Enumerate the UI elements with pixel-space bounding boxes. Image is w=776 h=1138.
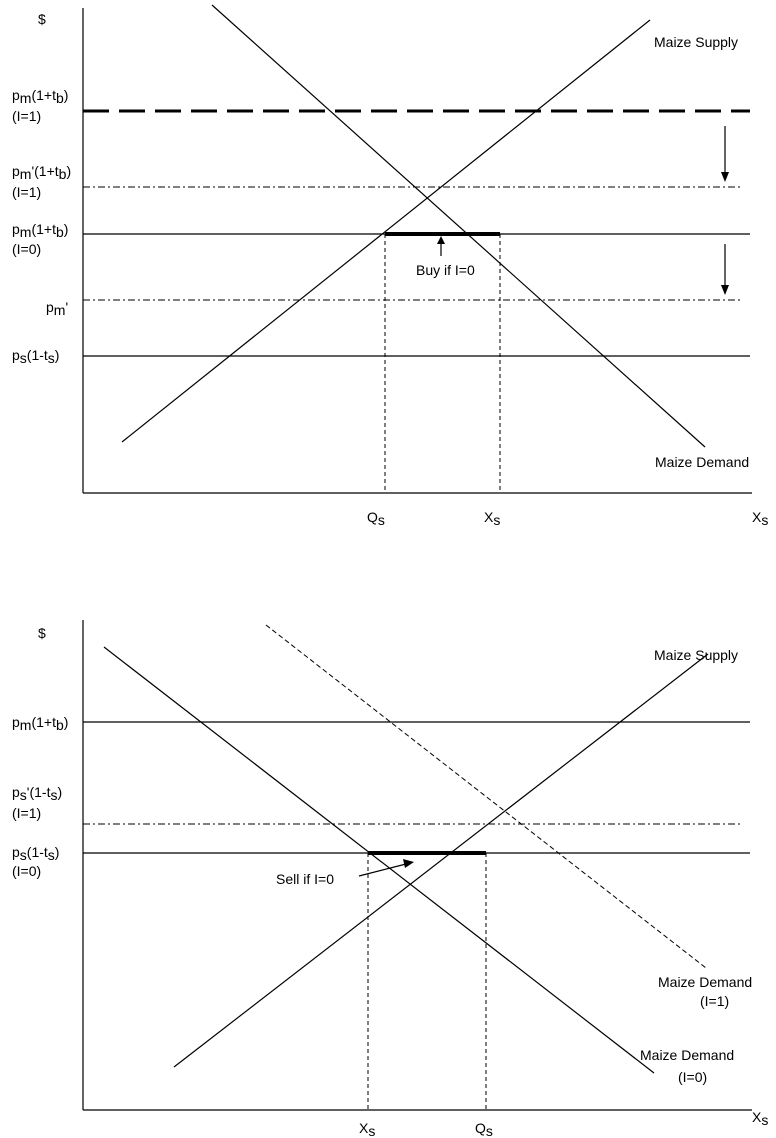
top-x-axis-label: Xs <box>752 509 768 528</box>
top-label-pm-tb-I1: pm(1+tb) <box>12 87 68 106</box>
bottom-label-psprime-ts-I1-state: (I=1) <box>12 805 41 821</box>
top-label-pm-tb-I0: pm(1+tb) <box>12 221 68 240</box>
bottom-label-pm-tb: pm(1+tb) <box>12 714 68 733</box>
bottom-y-axis-label: $ <box>38 625 46 641</box>
bottom-demand-I1-state: (I=1) <box>700 993 729 1009</box>
top-tick-xs: Xs <box>484 509 500 528</box>
top-supply-label: Maize Supply <box>654 34 738 50</box>
top-tick-qs: Qs <box>367 509 385 528</box>
bottom-demand-I1-label: Maize Demand <box>658 974 752 990</box>
bottom-label-ps-ts-I0-state: (I=0) <box>12 863 41 879</box>
top-buy-annotation-arrow <box>437 236 445 256</box>
bottom-label-psprime-ts-I1: ps'(1-ts) <box>12 784 62 803</box>
bottom-demand-curve-I1 <box>265 624 707 969</box>
bottom-label-ps-ts-I0: ps(1-ts) <box>12 844 59 863</box>
bottom-supply-curve <box>173 653 709 1068</box>
bottom-demand-curve-I0 <box>103 646 655 1074</box>
top-shift-arrow-upper <box>721 126 729 182</box>
bottom-sell-annotation: Sell if I=0 <box>276 871 334 887</box>
top-buy-annotation: Buy if I=0 <box>416 262 475 278</box>
top-label-pm-tb-I1-state: (I=1) <box>12 108 41 124</box>
top-demand-label: Maize Demand <box>655 454 749 470</box>
top-label-pmprime: pm' <box>46 299 68 318</box>
bottom-tick-qs: Qs <box>475 1120 493 1138</box>
bottom-tick-xs: Xs <box>359 1120 375 1138</box>
top-panel: $ Buy if I=0 pm(1+tb) (I <box>12 4 768 528</box>
top-supply-curve <box>121 19 651 443</box>
top-label-ps-ts: ps(1-ts) <box>12 347 59 366</box>
top-label-pmprime-tb-I1: pm'(1+tb) <box>12 163 71 182</box>
bottom-supply-label: Maize Supply <box>654 647 738 663</box>
bottom-panel: $ Sell if I=0 pm(1+tb) ps'(1-ts) (I=1) p… <box>12 620 768 1138</box>
top-y-axis-label: $ <box>38 11 46 27</box>
bottom-demand-I0-label: Maize Demand <box>640 1047 734 1063</box>
bottom-x-axis-label: Xs <box>752 1109 768 1128</box>
top-label-pmprime-tb-I1-state: (I=1) <box>12 184 41 200</box>
top-label-pm-tb-I0-state: (I=0) <box>12 241 41 257</box>
top-shift-arrow-lower <box>721 244 729 295</box>
top-demand-curve <box>211 4 706 448</box>
bottom-sell-annotation-arrow <box>358 859 414 877</box>
bottom-demand-I0-state: (I=0) <box>678 1069 707 1085</box>
